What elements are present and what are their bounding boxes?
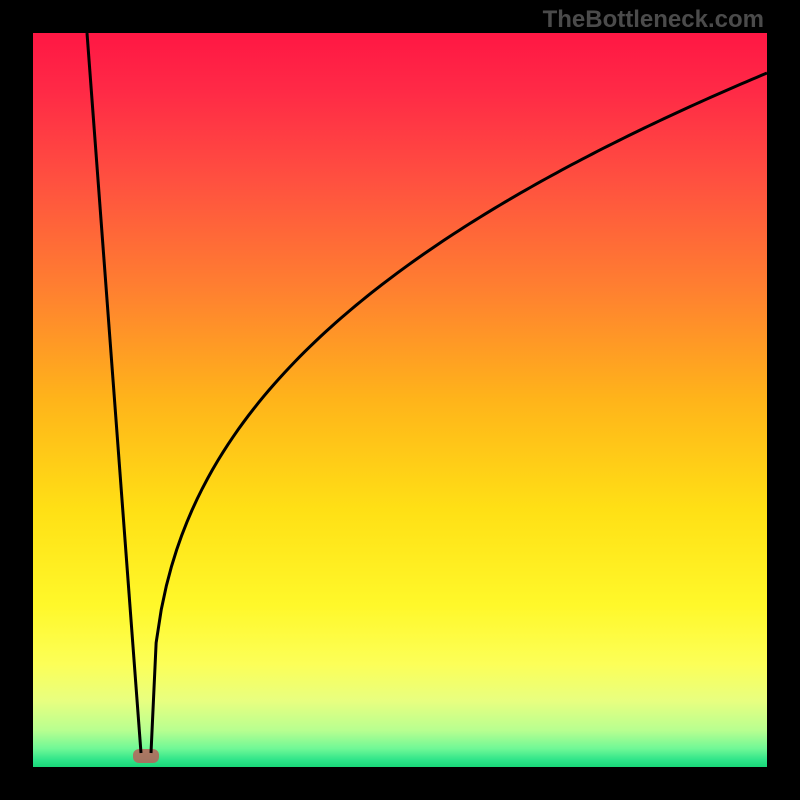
left-curve <box>87 33 141 753</box>
notch-marker <box>133 749 159 763</box>
watermark-text: TheBottleneck.com <box>543 6 764 34</box>
curve-layer <box>33 33 767 767</box>
right-curve <box>151 73 767 753</box>
chart-frame: TheBottleneck.com <box>0 0 800 800</box>
plot-area <box>33 33 767 767</box>
